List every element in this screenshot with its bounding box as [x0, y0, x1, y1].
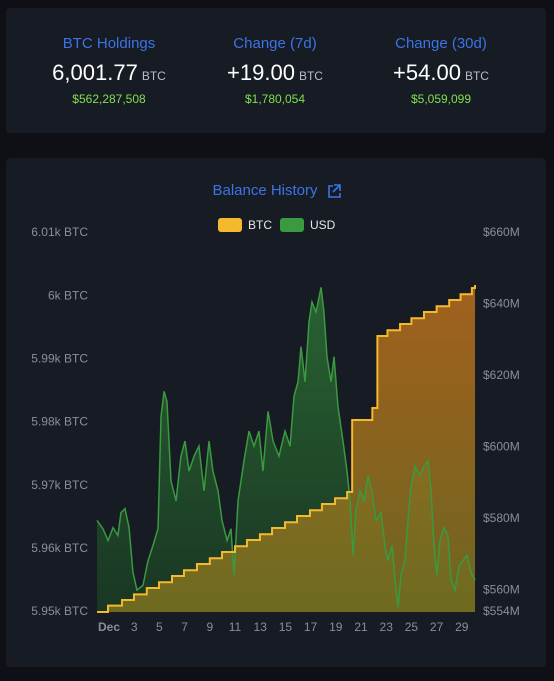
x-tick-label: 9: [206, 620, 213, 634]
x-tick-label: 13: [254, 620, 268, 634]
x-tick-label: 27: [430, 620, 444, 634]
x-tick-label: 17: [304, 620, 318, 634]
x-tick-label: 15: [279, 620, 293, 634]
x-tick-label: 23: [380, 620, 394, 634]
y2-tick-label: $554M: [483, 604, 520, 618]
value: +19.00: [227, 60, 295, 85]
stat-usd: $1,780,054: [244, 92, 306, 106]
y-tick-label: 5.99k BTC: [31, 352, 88, 366]
area: [97, 284, 476, 612]
stat-usd: $5,059,099: [410, 92, 472, 106]
external-link-icon[interactable]: [328, 184, 341, 198]
unit: BTC: [141, 69, 166, 83]
line: [97, 284, 477, 613]
x-tick-label: 29: [455, 620, 469, 634]
stat-value: +19.00 BTC: [185, 60, 365, 86]
y2-tick-label: $580M: [483, 511, 520, 525]
value: +54.00: [393, 60, 461, 85]
x-tick-label: Dec: [98, 620, 120, 634]
x-tick-label: 25: [405, 620, 419, 634]
stats-card: BTC Holdings 6,001.77 BTC $562,287,508 Ch…: [6, 8, 546, 133]
y-tick-label: 6k BTC: [48, 288, 88, 302]
stat-label: Change (30d): [395, 35, 487, 52]
x-tick-label: 7: [181, 620, 188, 634]
y2-tick-label: $660M: [483, 225, 520, 239]
y-tick-label: 5.95k BTC: [31, 604, 88, 618]
x-tick-label: 21: [354, 620, 368, 634]
x-tick-label: 3: [131, 620, 138, 634]
unit: BTC: [464, 69, 489, 83]
chart-title: Balance History: [212, 182, 318, 199]
y-tick-label: 5.98k BTC: [31, 415, 88, 429]
y-tick-label: 5.96k BTC: [31, 541, 88, 555]
y2-tick-label: $640M: [483, 297, 520, 311]
x-tick-label: 5: [156, 620, 163, 634]
line: [96, 287, 476, 608]
legend-swatch[interactable]: [280, 218, 304, 232]
legend-label: BTC: [248, 218, 272, 232]
stat-label: BTC Holdings: [62, 35, 156, 52]
legend-swatch[interactable]: [218, 218, 242, 232]
stat-label: Change (7d): [233, 35, 317, 52]
y-tick-label: 6.01k BTC: [31, 225, 88, 239]
stat-value: 6,001.77 BTC: [19, 60, 199, 86]
stat-usd: $562,287,508: [72, 92, 146, 106]
x-tick-label: 11: [229, 620, 242, 634]
legend-label: USD: [310, 218, 336, 232]
stat-value: +54.00 BTC: [351, 60, 531, 86]
y2-tick-label: $620M: [483, 368, 520, 382]
x-tick-label: 19: [329, 620, 343, 634]
value: 6,001.77: [52, 60, 138, 85]
unit: BTC: [298, 69, 323, 83]
y2-tick-label: $560M: [483, 583, 520, 597]
y-tick-label: 5.97k BTC: [31, 478, 88, 492]
y2-tick-label: $600M: [483, 440, 520, 454]
